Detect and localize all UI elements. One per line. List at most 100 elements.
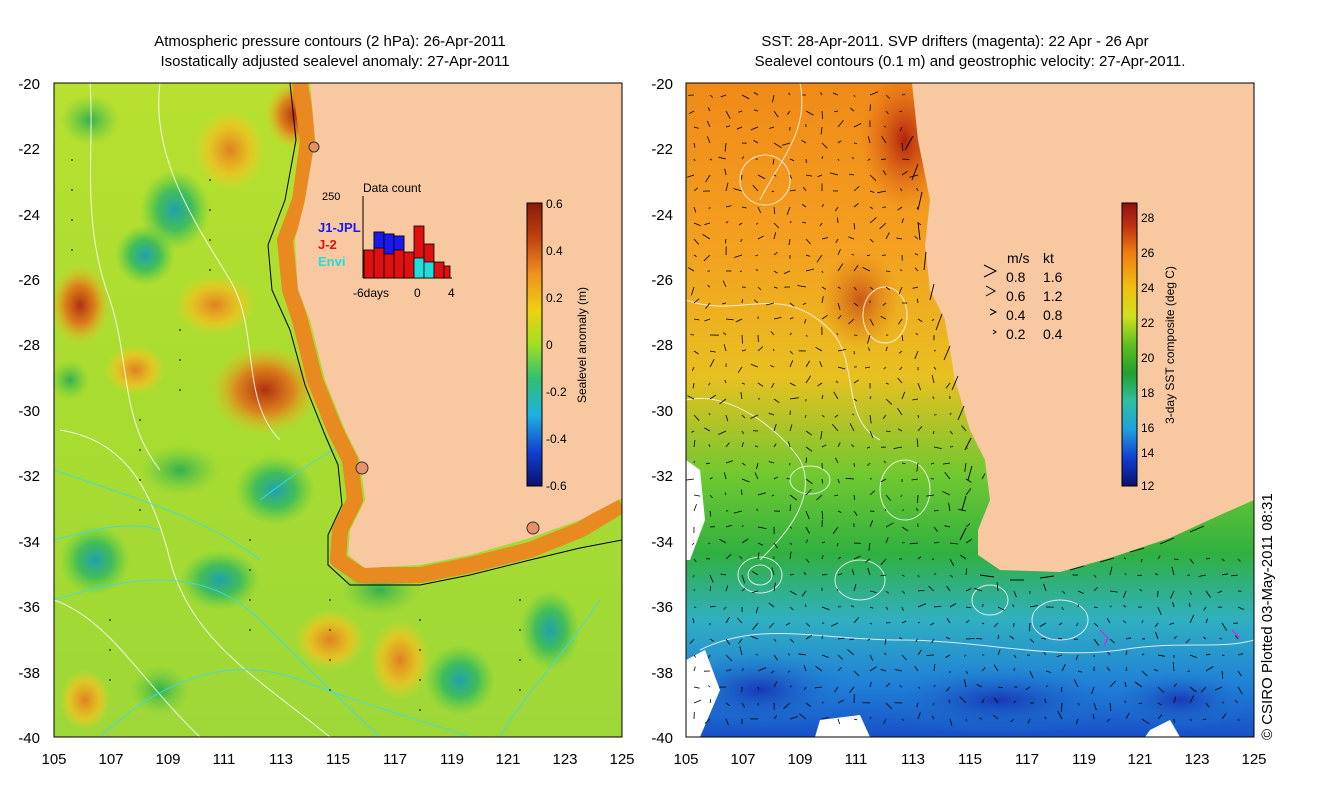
velocity-vector: [867, 462, 871, 466]
velocity-vector: [687, 174, 695, 178]
velocity-vector: [805, 174, 813, 177]
velocity-vector: [837, 667, 842, 672]
velocity-vector: [693, 606, 697, 608]
velocity-vector: [1077, 670, 1083, 673]
velocity-vector: [1173, 683, 1177, 688]
left-lon-label: 119: [440, 751, 464, 768]
velocity-vector: [789, 716, 798, 720]
velocity-vector: [964, 654, 967, 657]
velocity-vector: [1077, 604, 1079, 608]
velocity-vector: [703, 254, 711, 262]
velocity-vector: [1009, 635, 1015, 640]
velocity-vector: [785, 622, 791, 626]
velocity-vector: [851, 444, 855, 448]
velocity-vector: [869, 396, 872, 400]
velocity-vector: [837, 263, 844, 272]
velocity-vector: [933, 684, 936, 688]
velocity-vector: [805, 526, 810, 534]
velocity-vector: [897, 377, 903, 384]
velocity-vector: [917, 414, 919, 419]
velocity-vector: [1189, 654, 1198, 659]
velocity-vector: [1045, 670, 1052, 673]
velocity-vector: [885, 682, 891, 688]
velocity-vector: [869, 606, 874, 609]
velocity-vector: [867, 136, 871, 144]
velocity-vector: [1217, 590, 1223, 594]
velocity-vector: [773, 142, 782, 149]
velocity-vector: [753, 109, 759, 112]
velocity-vector: [751, 590, 759, 594]
velocity-vector: [949, 430, 953, 435]
velocity-vector: [949, 446, 954, 448]
velocity-vector: [981, 622, 985, 625]
velocity-vector: [981, 473, 986, 480]
velocity-vector: [898, 428, 903, 432]
velocity-vector: [917, 426, 923, 432]
velocity-vector: [853, 494, 856, 500]
velocity-vector: [933, 446, 942, 449]
left-lat-label: -40: [18, 730, 40, 747]
velocity-vector: [693, 666, 696, 672]
velocity-vector: [851, 254, 855, 256]
velocity-vector: [1237, 606, 1245, 610]
velocity-vector: [754, 445, 759, 448]
velocity-vector: [741, 538, 749, 544]
velocity-vector: [691, 286, 695, 296]
velocity-vector: [789, 382, 796, 387]
velocity-vector: [708, 206, 711, 210]
velocity-vector: [1230, 574, 1239, 577]
velocity-vector: [782, 142, 791, 146]
right-lon-label: 125: [1241, 751, 1266, 768]
velocity-vector: [961, 425, 967, 432]
velocity-vector: [885, 702, 893, 710]
velocity-vector: [709, 158, 713, 161]
velocity-vector: [1075, 654, 1079, 661]
velocity-vector: [773, 222, 780, 229]
velocity-vector: [817, 382, 823, 387]
velocity-vector: [773, 286, 778, 289]
right-title-line1: SST: 28-Apr-2011. SVP drifters (magenta)…: [761, 33, 1148, 50]
velocity-vector: [801, 590, 807, 597]
left-lon-label: 115: [326, 751, 350, 768]
velocity-vector: [1189, 558, 1194, 564]
velocity-vector: [867, 334, 871, 344]
velocity-vector: [725, 318, 734, 321]
velocity-vector: [885, 232, 890, 240]
velocity-vector: [704, 427, 711, 432]
left-lat-label: -38: [18, 665, 40, 682]
velocity-vector: [996, 582, 999, 592]
velocity-vector: [1173, 635, 1177, 640]
velocity-vector: [757, 552, 760, 560]
velocity-vector: [805, 360, 811, 368]
velocity-vector: [849, 173, 855, 176]
velocity-vector: [805, 375, 812, 384]
velocity-vector: [771, 382, 775, 389]
velocity-vector: [932, 702, 935, 706]
velocity-vector: [880, 574, 887, 577]
velocity-vector: [834, 206, 839, 212]
left-map-panel: Atmospheric pressure contours (2 hPa): 2…: [18, 33, 634, 768]
velocity-vector: [1234, 700, 1239, 704]
velocity-legend-header-ms: m/s: [1007, 250, 1030, 266]
velocity-vector: [821, 444, 827, 448]
velocity-vector: [1172, 662, 1175, 672]
velocity-vector: [725, 654, 733, 662]
velocity-vector: [850, 605, 855, 608]
left-lon-label: 117: [383, 751, 407, 768]
left-lat-label: -28: [18, 337, 40, 354]
velocity-vector: [821, 510, 824, 520]
velocity-vector: [885, 110, 889, 114]
velocity-vector: [693, 439, 696, 448]
velocity-vector: [837, 119, 844, 128]
velocity-vector: [805, 539, 808, 544]
velocity-vector: [1109, 638, 1115, 644]
velocity-vector: [738, 222, 743, 226]
velocity-vector: [816, 494, 823, 501]
left-title-line1: Atmospheric pressure contours (2 hPa): 2…: [154, 33, 506, 50]
velocity-vector: [709, 94, 714, 98]
velocity-vector: [768, 602, 775, 608]
velocity-vector: [853, 510, 858, 516]
velocity-vector: [750, 363, 759, 368]
velocity-vector: [869, 318, 874, 326]
